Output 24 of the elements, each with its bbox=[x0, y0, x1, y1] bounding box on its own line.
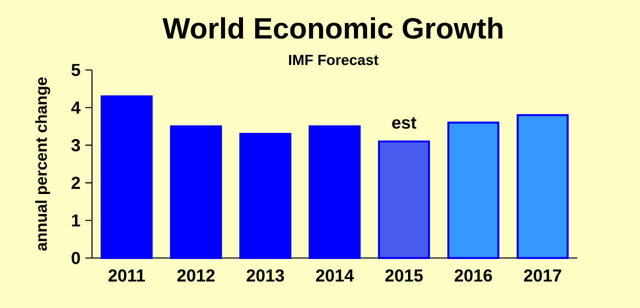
x-tick-label: 2013 bbox=[246, 269, 284, 282]
y-tick-label: 1 bbox=[72, 214, 80, 226]
bar bbox=[516, 114, 569, 259]
y-tick-label: 3 bbox=[71, 139, 80, 152]
y-axis-title: annual percent change bbox=[35, 77, 50, 251]
y-tick-label: 5 bbox=[72, 64, 80, 76]
x-tick-label: 2015 bbox=[385, 269, 423, 282]
x-tick-label: 2014 bbox=[316, 269, 354, 282]
annotation: est bbox=[392, 117, 416, 129]
y-tick-label: 0 bbox=[72, 252, 80, 264]
bar bbox=[447, 122, 500, 259]
chart-title: World Economic Growth bbox=[162, 17, 502, 39]
y-tick-label: 4 bbox=[71, 102, 81, 114]
chart-subtitle: IMF Forecast bbox=[289, 54, 378, 66]
bar bbox=[100, 95, 153, 259]
x-tick-label: 2011 bbox=[108, 269, 145, 282]
y-tick-label: 2 bbox=[72, 176, 80, 189]
x-tick-label: 2012 bbox=[177, 269, 215, 282]
bar bbox=[308, 125, 361, 259]
x-tick-label: 2017 bbox=[524, 269, 562, 282]
bar bbox=[378, 140, 430, 259]
x-tick-label: 2016 bbox=[454, 269, 492, 282]
bar bbox=[239, 132, 292, 259]
bar bbox=[170, 125, 222, 259]
